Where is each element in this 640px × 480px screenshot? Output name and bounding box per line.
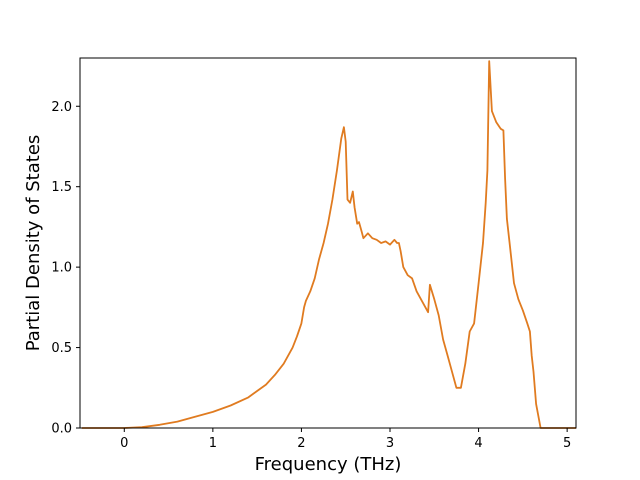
x-axis-label: Frequency (THz) (255, 454, 402, 475)
y-tick-label: 1.0 (51, 261, 72, 276)
plot-frame (79, 57, 577, 429)
y-tick-label: 2.0 (51, 100, 72, 115)
plot-area (80, 58, 576, 428)
data-layer (81, 60, 576, 429)
series-line-0 (81, 60, 576, 429)
y-axis-label: Partial Density of States (23, 135, 44, 352)
x-tick-label: 5 (563, 436, 571, 451)
y-tick-label: 0.0 (51, 422, 72, 437)
x-tick-label: 0 (120, 436, 128, 451)
x-tick-label: 3 (386, 436, 394, 451)
ticks-layer: 0 1 2 3 4 5 0.0 0.5 1.0 1.5 2.0 (51, 100, 571, 451)
y-tick-label: 0.5 (51, 341, 72, 356)
x-tick-label: 2 (297, 436, 305, 451)
y-tick-label: 1.5 (51, 180, 72, 195)
x-tick-label: 4 (474, 436, 482, 451)
x-tick-label: 1 (209, 436, 217, 451)
